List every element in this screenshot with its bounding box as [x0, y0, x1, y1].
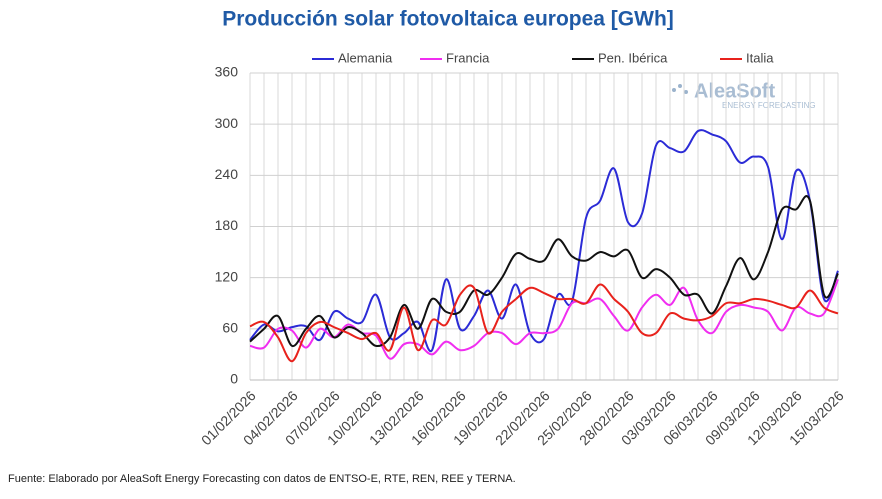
- y-tick-label: 0: [230, 371, 238, 387]
- logo-dot: [684, 90, 688, 94]
- logo-dot: [672, 88, 676, 92]
- y-tick-label: 300: [215, 115, 239, 131]
- logo-dot: [678, 84, 682, 88]
- y-tick-label: 120: [215, 268, 239, 284]
- series-line: [249, 129, 839, 353]
- y-tick-label: 360: [215, 64, 239, 80]
- y-tick-label: 240: [215, 166, 239, 182]
- logo-text: AleaSoft: [694, 80, 775, 102]
- chart-title: Producción solar fotovoltaica europea [G…: [222, 8, 674, 31]
- y-tick-label: 60: [222, 320, 238, 336]
- series-line: [249, 283, 839, 363]
- source-note: Fuente: Elaborado por AleaSoft Energy Fo…: [8, 473, 516, 485]
- legend-label: Pen. Ibérica: [598, 50, 668, 65]
- series-line: [249, 195, 839, 348]
- logo-subtitle: ENERGY FORECASTING: [722, 101, 816, 110]
- legend-label: Francia: [446, 50, 490, 65]
- logo: AleaSoft ENERGY FORECASTING: [672, 80, 816, 110]
- legend-label: Alemania: [338, 50, 393, 65]
- y-tick-label: 180: [215, 217, 239, 233]
- series-line: [249, 278, 839, 360]
- legend-label: Italia: [746, 50, 774, 65]
